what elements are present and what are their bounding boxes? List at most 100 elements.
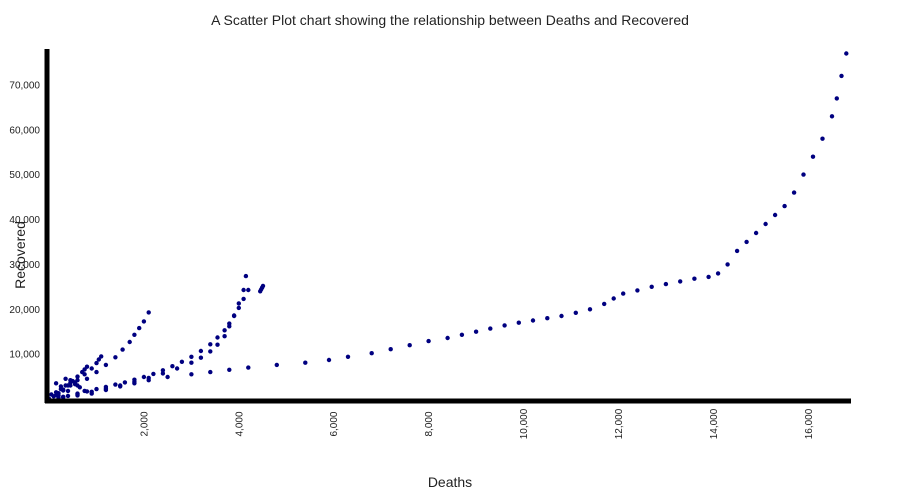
data-point <box>84 376 90 381</box>
data-point <box>174 366 180 371</box>
data-point <box>236 305 241 311</box>
data-point <box>753 230 759 236</box>
y-axis-ticks: 10,000 20,000 30,000 40,000 50,000 60,000 70,0… <box>9 80 40 360</box>
x-tick-label: 8,000 <box>424 411 435 436</box>
data-point <box>763 221 768 227</box>
data-point <box>241 287 246 293</box>
data-point <box>772 212 778 218</box>
data-point <box>99 354 104 359</box>
data-point <box>151 371 156 377</box>
data-point <box>782 203 787 209</box>
data-point <box>326 357 332 363</box>
data-point <box>198 355 204 360</box>
data-point <box>369 351 374 356</box>
data-point <box>179 359 185 364</box>
data-point <box>734 248 740 254</box>
y-tick-label: 70,000 <box>9 80 40 91</box>
data-point <box>692 276 697 281</box>
x-tick-label: 2,000 <box>139 411 150 436</box>
data-point <box>801 172 806 177</box>
data-points <box>46 51 849 402</box>
data-point <box>77 385 83 390</box>
data-point <box>65 388 71 394</box>
data-point <box>621 291 626 296</box>
chart-title: A Scatter Plot chart showing the relatio… <box>211 12 689 28</box>
data-point <box>215 335 220 340</box>
data-point <box>103 386 109 391</box>
data-point <box>388 347 393 352</box>
data-point <box>834 96 839 101</box>
data-point <box>246 365 251 370</box>
data-point <box>573 310 578 315</box>
data-point <box>120 347 125 352</box>
x-tick-label: 4,000 <box>234 411 245 436</box>
data-point <box>160 371 166 376</box>
y-tick-label: 10,000 <box>9 350 40 361</box>
data-point <box>839 73 844 79</box>
data-point <box>141 319 147 324</box>
data-point <box>663 281 669 287</box>
data-point <box>137 325 142 331</box>
data-point <box>445 335 450 341</box>
data-point <box>649 284 654 289</box>
data-point <box>146 375 151 381</box>
data-point <box>844 51 849 56</box>
data-point <box>706 274 711 280</box>
data-point <box>215 342 220 347</box>
data-point <box>122 380 128 385</box>
data-point <box>118 383 123 388</box>
data-point <box>820 136 825 141</box>
data-point <box>53 390 59 395</box>
data-point <box>829 114 835 119</box>
data-point <box>611 296 616 301</box>
data-point <box>241 296 246 302</box>
data-point <box>810 154 816 159</box>
data-point <box>231 313 237 318</box>
x-tick-label: 16,000 <box>804 408 815 439</box>
data-point <box>160 368 166 373</box>
data-point <box>260 283 266 289</box>
data-point <box>502 323 507 328</box>
data-point <box>94 360 99 366</box>
data-point <box>68 378 73 383</box>
data-point <box>113 382 118 387</box>
y-tick-label: 60,000 <box>9 125 40 136</box>
data-point <box>72 380 78 385</box>
data-point <box>132 379 137 385</box>
data-point <box>236 301 241 306</box>
data-point <box>49 392 54 397</box>
data-point <box>61 394 66 399</box>
data-point <box>678 279 683 284</box>
x-axis-label: Deaths <box>428 474 472 490</box>
data-point <box>222 334 227 339</box>
y-tick-label: 50,000 <box>9 170 40 181</box>
data-point <box>170 364 175 369</box>
x-tick-label: 12,000 <box>614 408 625 439</box>
data-point <box>53 381 59 386</box>
data-point <box>103 362 109 368</box>
data-point <box>146 310 151 315</box>
data-point <box>96 357 102 362</box>
data-point <box>132 332 137 337</box>
data-point <box>345 354 351 359</box>
data-point <box>63 383 68 388</box>
data-point <box>246 287 251 293</box>
data-point <box>94 386 99 392</box>
data-point <box>89 389 94 394</box>
data-point <box>303 360 308 365</box>
y-tick-label: 40,000 <box>9 215 40 226</box>
data-point <box>189 360 194 365</box>
data-point <box>141 374 147 380</box>
data-point <box>227 324 232 329</box>
data-point <box>227 367 232 372</box>
data-point <box>89 366 94 371</box>
data-point <box>488 326 493 331</box>
data-point <box>94 369 99 375</box>
data-point <box>189 372 194 377</box>
data-point <box>725 262 730 267</box>
data-point <box>127 339 132 345</box>
data-point <box>113 355 118 360</box>
x-axis-ticks: 2,000 4,000 6,000 8,000 10,000 12,000 14,000 16… <box>139 408 814 439</box>
data-point <box>58 384 64 389</box>
data-point <box>243 273 249 279</box>
